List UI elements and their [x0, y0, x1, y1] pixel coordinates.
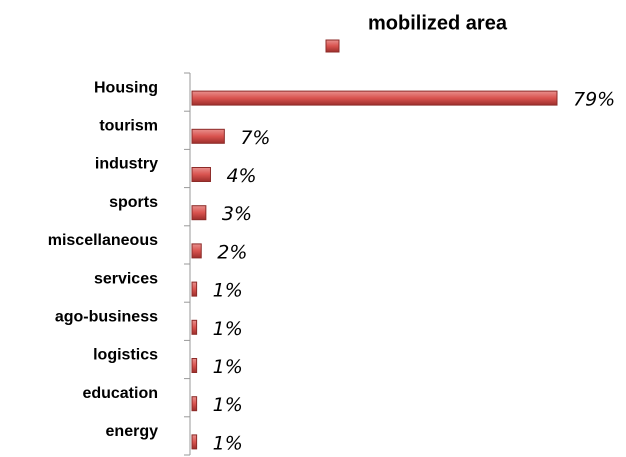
value-label: 1%	[213, 318, 243, 340]
bar	[191, 90, 558, 106]
y-tick-label: energy	[106, 423, 159, 440]
value-label: 1%	[213, 432, 243, 454]
legend-marker	[325, 39, 340, 53]
bar	[191, 396, 198, 412]
bar	[191, 128, 225, 144]
y-tick-label: tourism	[99, 118, 158, 135]
value-label: 79%	[573, 89, 615, 111]
value-label: 3%	[222, 203, 252, 225]
y-tick-label: sports	[109, 194, 158, 211]
value-label: 1%	[213, 394, 243, 416]
y-tick-label: ago-business	[55, 309, 158, 326]
bar	[191, 281, 198, 297]
y-tick-label: Housing	[94, 79, 158, 96]
bar	[191, 319, 198, 335]
bar	[191, 434, 198, 450]
value-label: 1%	[213, 356, 243, 378]
value-label: 7%	[240, 127, 270, 149]
y-tick-label: services	[94, 270, 158, 287]
legend-label: mobilized area	[368, 12, 508, 34]
value-label: 1%	[213, 280, 243, 302]
value-label: 2%	[217, 241, 247, 263]
bar	[191, 243, 202, 259]
bar	[191, 167, 211, 182]
y-tick-label: miscellaneous	[48, 232, 158, 249]
bar	[191, 358, 198, 373]
y-tick-label: education	[82, 385, 158, 402]
value-label: 4%	[226, 165, 256, 187]
y-tick-label: industry	[95, 156, 158, 173]
bar	[191, 205, 207, 221]
y-tick-label: logistics	[93, 347, 158, 364]
